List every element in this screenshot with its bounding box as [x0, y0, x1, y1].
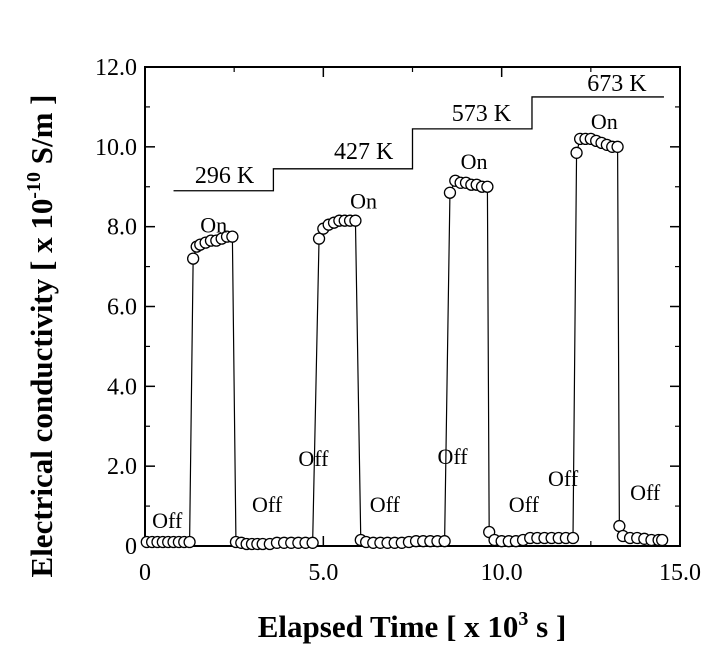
data-points — [140, 132, 669, 551]
y-tick-label: 2.0 — [107, 454, 137, 480]
data-point — [570, 146, 583, 159]
y-tick-label: 12.0 — [95, 55, 137, 81]
on-label: On — [461, 149, 488, 174]
data-point — [183, 535, 196, 549]
data-point — [226, 230, 239, 243]
temperature-label: 427 K — [334, 139, 394, 165]
x-tick-label: 0 — [139, 560, 151, 586]
temperature-step-line: 296 K 427 K 573 K 673 K — [173, 71, 664, 192]
x-tick-label: 5.0 — [308, 560, 338, 586]
series-line — [146, 138, 663, 545]
data-point — [312, 232, 326, 245]
data-point — [566, 531, 580, 545]
off-label: Off — [152, 508, 183, 533]
y-tick-label: 0 — [125, 534, 137, 560]
data-point — [443, 186, 457, 199]
data-point — [656, 533, 669, 547]
y-tick-label: 10.0 — [95, 135, 137, 161]
off-label: Off — [298, 446, 329, 471]
on-label: On — [591, 109, 618, 134]
x-axis-title: Elapsed Time [ x 103 s ] — [258, 608, 567, 644]
data-point — [611, 140, 624, 153]
data-point — [349, 214, 362, 227]
temperature-label: 296 K — [195, 163, 255, 189]
on-label: On — [350, 189, 377, 214]
data-point — [186, 252, 200, 265]
temperature-label: 573 K — [452, 101, 512, 127]
x-tick-label: 10.0 — [481, 560, 523, 586]
y-tick-label: 8.0 — [107, 215, 137, 241]
y-axis-ticks: 0 2.0 4.0 6.0 8.0 10.0 12.0 — [95, 55, 680, 560]
data-point — [306, 536, 319, 549]
temperature-label: 673 K — [587, 71, 647, 97]
off-label: Off — [630, 480, 661, 505]
off-label: Off — [437, 444, 468, 469]
y-tick-label: 6.0 — [107, 295, 137, 321]
data-point — [481, 180, 494, 193]
off-label: Off — [509, 492, 540, 517]
conductivity-line — [146, 138, 663, 545]
y-axis-title: Electrical conductivity [ x 10-10 S/m ] — [23, 95, 59, 578]
data-point — [438, 535, 451, 548]
off-label: Off — [548, 466, 579, 491]
x-axis-ticks: 0 5.0 10.0 15.0 — [139, 67, 701, 586]
off-label: Off — [370, 492, 401, 517]
on-label: On — [200, 213, 227, 238]
x-tick-label: 15.0 — [659, 560, 701, 586]
off-label: Off — [252, 492, 283, 517]
on-off-annotations: Off On Off Off Off On Off On Off Off On Off — [152, 109, 661, 533]
y-tick-label: 4.0 — [107, 374, 137, 400]
temperature-step — [173, 96, 664, 192]
